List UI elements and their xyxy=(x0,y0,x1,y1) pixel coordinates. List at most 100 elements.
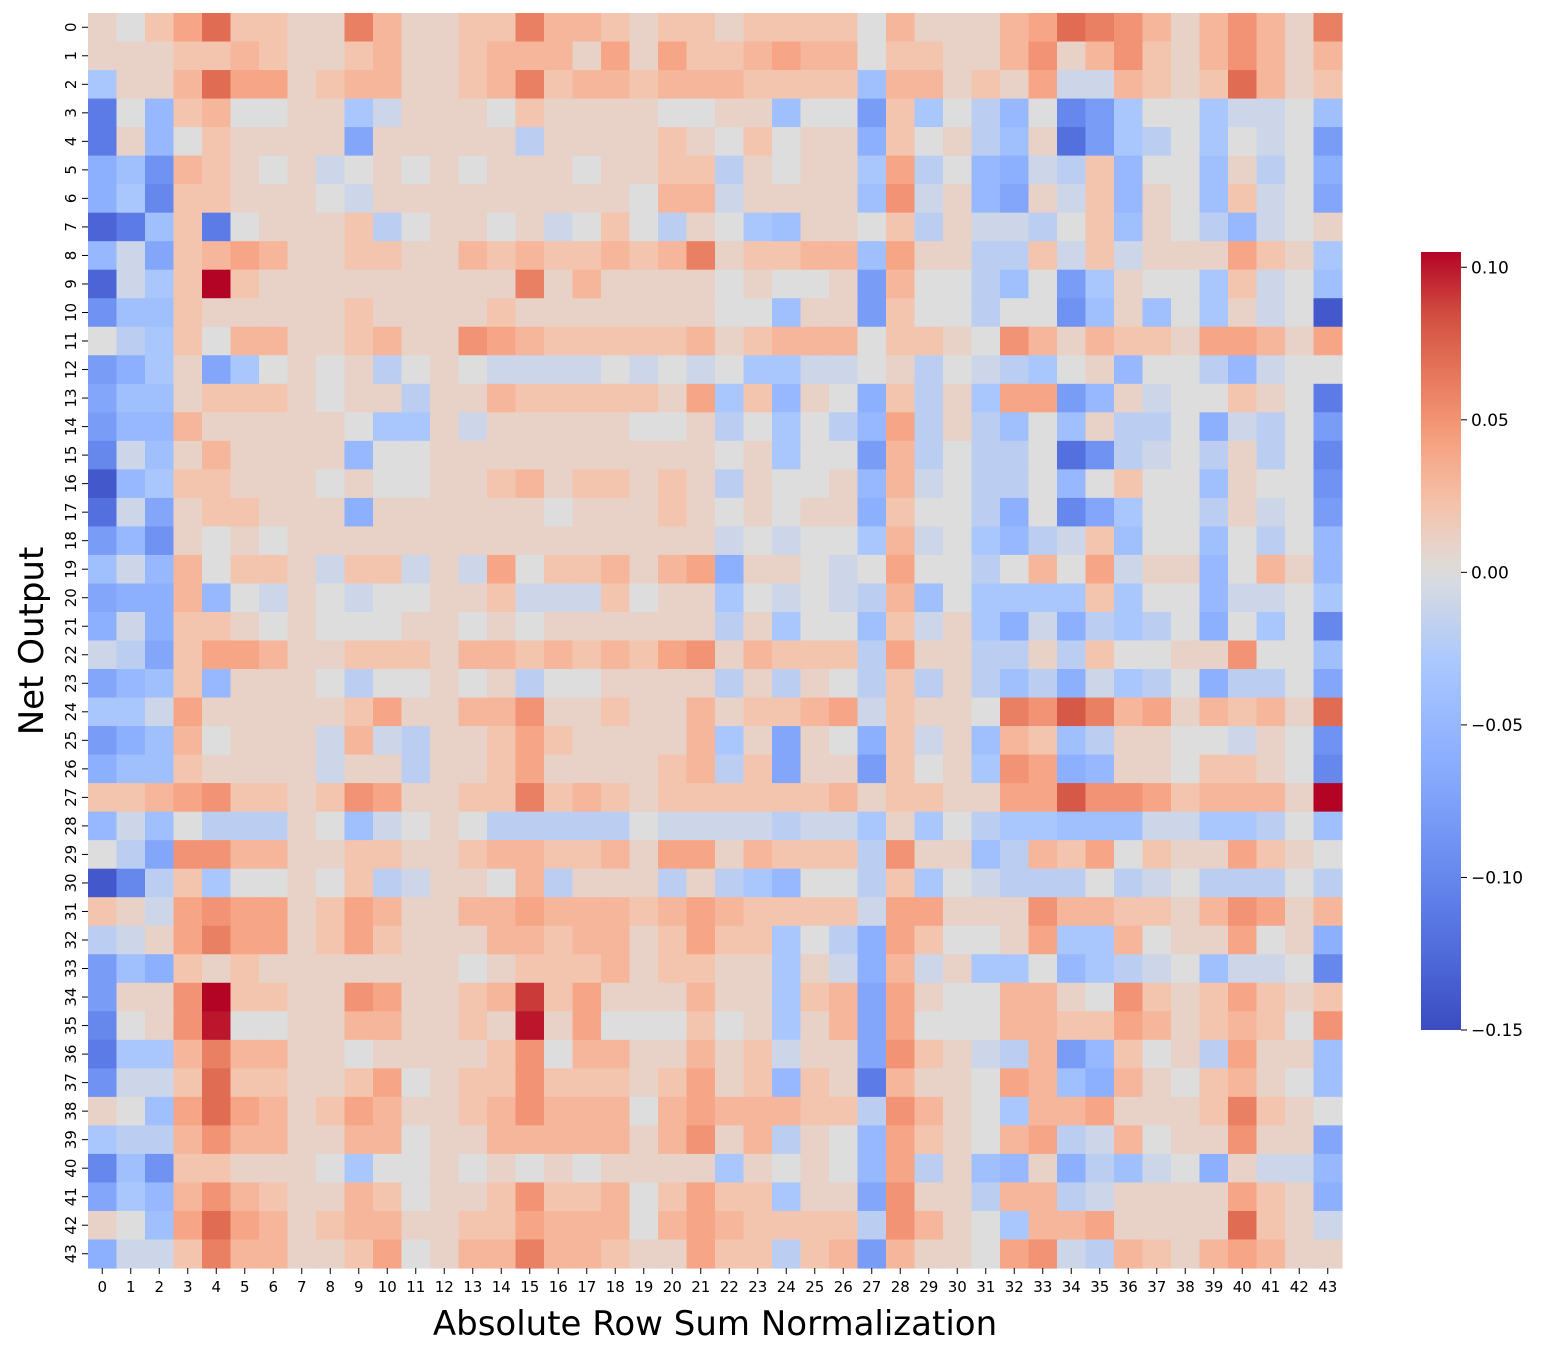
heatmap-cell-r17-c29 xyxy=(914,497,944,528)
heatmap-cell-r11-c14 xyxy=(487,326,517,356)
heatmap-cell-r38-c43 xyxy=(1313,1096,1343,1126)
heatmap-cell-r0-c2 xyxy=(145,13,175,43)
heatmap-cell-r35-c18 xyxy=(601,1011,631,1041)
heatmap-cell-r22-c7 xyxy=(287,640,317,670)
heatmap-cell-r27-c1 xyxy=(116,783,146,813)
heatmap-cell-r23-c34 xyxy=(1057,669,1087,699)
heatmap-cell-r20-c3 xyxy=(173,583,203,613)
heatmap-cell-r32-c10 xyxy=(373,925,403,955)
heatmap-cell-r15-c1 xyxy=(116,440,146,470)
heatmap-cell-r17-c36 xyxy=(1114,497,1144,528)
heatmap-cell-r27-c33 xyxy=(1028,783,1058,813)
heatmap-cell-r13-c36 xyxy=(1114,383,1144,413)
heatmap-cell-r6-c14 xyxy=(487,184,517,214)
heatmap-cell-r8-c9 xyxy=(344,241,374,271)
heatmap-cell-r38-c3 xyxy=(173,1096,203,1126)
heatmap-cell-r30-c21 xyxy=(686,868,716,898)
heatmap-cell-r7-c34 xyxy=(1057,212,1087,242)
heatmap-cell-r42-c38 xyxy=(1171,1210,1201,1241)
heatmap-cell-r10-c23 xyxy=(743,298,773,328)
heatmap-cell-r30-c15 xyxy=(515,868,545,898)
heatmap-cell-r15-c14 xyxy=(487,440,517,470)
heatmap-cell-r8-c19 xyxy=(629,241,659,271)
heatmap-cell-r8-c1 xyxy=(116,241,146,271)
heatmap-cell-r0-c3 xyxy=(173,13,203,43)
heatmap-cell-r9-c13 xyxy=(458,269,488,299)
heatmap-cell-r17-c15 xyxy=(515,497,545,528)
heatmap-cell-r14-c1 xyxy=(116,412,146,442)
heatmap-cell-r1-c36 xyxy=(1114,41,1144,71)
heatmap-cell-r24-c38 xyxy=(1171,697,1201,727)
heatmap-cell-r20-c8 xyxy=(316,583,346,613)
heatmap-cell-r9-c27 xyxy=(857,269,887,299)
heatmap-cell-r20-c39 xyxy=(1199,583,1229,613)
heatmap-cell-r5-c28 xyxy=(886,155,916,185)
heatmap-cell-r2-c24 xyxy=(772,70,802,100)
heatmap-cell-r2-c10 xyxy=(373,70,403,100)
heatmap-cell-r21-c34 xyxy=(1057,611,1087,642)
heatmap-cell-r0-c11 xyxy=(401,13,431,43)
heatmap-cell-r40-c8 xyxy=(316,1153,346,1184)
heatmap-cell-r24-c14 xyxy=(487,697,517,727)
heatmap-cell-r2-c22 xyxy=(715,70,745,100)
heatmap-cell-r24-c28 xyxy=(886,697,916,727)
heatmap-cell-r28-c36 xyxy=(1114,811,1144,841)
heatmap-cell-r36-c1 xyxy=(116,1039,146,1069)
heatmap-cell-r12-c35 xyxy=(1085,355,1115,385)
heatmap-cell-r27-c17 xyxy=(572,783,602,813)
heatmap-cell-r30-c11 xyxy=(401,868,431,898)
heatmap-cell-r18-c33 xyxy=(1028,526,1058,556)
heatmap-cell-r39-c0 xyxy=(88,1125,118,1155)
heatmap-cell-r14-c7 xyxy=(287,412,317,442)
heatmap-cell-r28-c24 xyxy=(772,811,802,841)
heatmap-cell-r20-c33 xyxy=(1028,583,1058,613)
heatmap-cell-r23-c24 xyxy=(772,669,802,699)
heatmap-cell-r6-c7 xyxy=(287,184,317,214)
heatmap-cell-r19-c4 xyxy=(202,554,232,585)
heatmap-cell-r38-c37 xyxy=(1142,1096,1172,1126)
heatmap-cell-r20-c14 xyxy=(487,583,517,613)
heatmap-cell-r27-c31 xyxy=(971,783,1001,813)
heatmap-cell-r23-c36 xyxy=(1114,669,1144,699)
heatmap-cell-r23-c20 xyxy=(658,669,688,699)
heatmap-cell-r28-c42 xyxy=(1285,811,1315,841)
heatmap-cell-r30-c42 xyxy=(1285,868,1315,898)
heatmap-cell-r33-c32 xyxy=(1000,954,1030,984)
colorbar-tick-label: −0.10 xyxy=(1471,868,1523,888)
heatmap-cell-r42-c30 xyxy=(943,1210,973,1241)
heatmap-cell-r4-c29 xyxy=(914,127,944,157)
heatmap-cell-r19-c13 xyxy=(458,554,488,585)
heatmap-cell-r39-c33 xyxy=(1028,1125,1058,1155)
heatmap-cell-r26-c15 xyxy=(515,754,545,784)
x-tick-label: 5 xyxy=(240,1278,250,1296)
heatmap-cell-r7-c23 xyxy=(743,212,773,242)
heatmap-cell-r12-c38 xyxy=(1171,355,1201,385)
heatmap-cell-r29-c1 xyxy=(116,840,146,870)
heatmap-cell-r35-c36 xyxy=(1114,1011,1144,1041)
heatmap-cell-r22-c21 xyxy=(686,640,716,670)
heatmap-cell-r12-c43 xyxy=(1313,355,1343,385)
heatmap-cell-r41-c39 xyxy=(1199,1182,1229,1212)
heatmap-cell-r1-c6 xyxy=(259,41,289,71)
heatmap-cell-r36-c18 xyxy=(601,1039,631,1069)
heatmap-cell-r28-c43 xyxy=(1313,811,1343,841)
heatmap-cell-r6-c27 xyxy=(857,184,887,214)
heatmap-cell-r37-c2 xyxy=(145,1068,175,1098)
heatmap-cell-r16-c39 xyxy=(1199,469,1229,499)
heatmap-cell-r35-c43 xyxy=(1313,1011,1343,1041)
heatmap-cell-r21-c38 xyxy=(1171,611,1201,642)
heatmap-cell-r1-c33 xyxy=(1028,41,1058,71)
heatmap-cell-r14-c24 xyxy=(772,412,802,442)
heatmap-cell-r23-c3 xyxy=(173,669,203,699)
heatmap-cell-r19-c31 xyxy=(971,554,1001,585)
heatmap-cell-r16-c4 xyxy=(202,469,232,499)
x-tick-label: 16 xyxy=(549,1278,568,1296)
heatmap-cell-r30-c5 xyxy=(230,868,260,898)
heatmap-cell-r35-c15 xyxy=(515,1011,545,1041)
heatmap-cell-r24-c4 xyxy=(202,697,232,727)
heatmap-cell-r11-c29 xyxy=(914,326,944,356)
heatmap-cell-r8-c3 xyxy=(173,241,203,271)
heatmap-cell-r18-c28 xyxy=(886,526,916,556)
heatmap-cell-r18-c27 xyxy=(857,526,887,556)
heatmap-cell-r3-c37 xyxy=(1142,98,1172,128)
